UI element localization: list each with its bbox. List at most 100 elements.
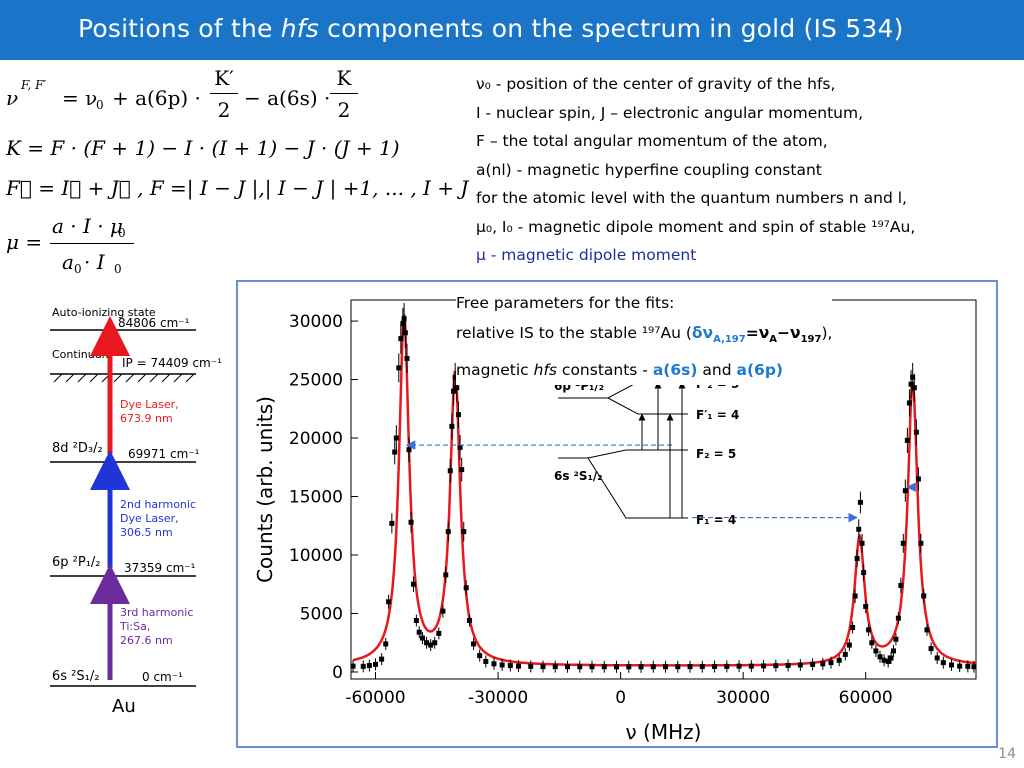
- data-point: [389, 520, 395, 526]
- fit-note-line3: magnetic hfs constants - a(6s) and a(6p): [456, 361, 784, 380]
- y-axis-label: Counts (arb. units): [253, 396, 277, 583]
- data-point: [445, 529, 451, 535]
- harmonic3-line2: Ti:Sa,: [119, 620, 150, 633]
- data-point: [440, 608, 446, 614]
- data-point: [828, 660, 834, 666]
- y-tick-label: 10000: [289, 546, 343, 566]
- data-point: [748, 663, 754, 669]
- title-text-post: components on the spectrum in gold (IS 5…: [319, 14, 904, 43]
- eq1-nu: ν: [6, 86, 19, 110]
- data-point: [650, 664, 656, 670]
- data-point: [918, 540, 924, 546]
- y-tick-label: 25000: [289, 371, 343, 391]
- data-point: [712, 663, 718, 669]
- data-point: [413, 618, 419, 624]
- auto-ionizing-energy: 84806 cm⁻¹: [118, 316, 190, 330]
- eq1-frac1-den: 2: [217, 98, 231, 122]
- data-point: [965, 663, 971, 669]
- continuum-label: Continuum: [52, 348, 112, 361]
- legend-line-quantum: for the atomic level with the quantum nu…: [476, 189, 907, 207]
- page-number: 14: [998, 746, 1016, 762]
- eq4-den-sub1: 0: [74, 262, 82, 276]
- data-point: [393, 435, 399, 441]
- data-point: [552, 664, 558, 670]
- level-6s-label: 6s ²S₁/₂: [52, 669, 99, 684]
- x-tick-label: -60000: [345, 688, 405, 708]
- data-point: [724, 663, 730, 669]
- data-point: [404, 355, 410, 361]
- data-point: [924, 627, 930, 633]
- data-point: [565, 664, 571, 670]
- x-tick-label: -30000: [468, 688, 528, 708]
- eq2-text: K = F · (F + 1) − I · (I + 1) − J · (J +…: [6, 136, 400, 160]
- data-point: [436, 630, 442, 636]
- harmonic3-line1: 3rd harmonic: [120, 606, 193, 619]
- data-point: [408, 519, 414, 525]
- data-point: [773, 663, 779, 669]
- data-point: [406, 447, 412, 453]
- data-point: [915, 476, 921, 482]
- level-8d-label: 8d ²D₃/₂: [52, 441, 103, 456]
- data-point: [957, 663, 963, 669]
- legend-line-mu0: μ₀, I₀ - magnetic dipole moment and spin…: [476, 217, 916, 236]
- legend-line-spin: I - nuclear spin, J – electronic angular…: [476, 103, 864, 122]
- y-tick-label: 20000: [289, 429, 343, 449]
- data-point: [392, 449, 398, 455]
- data-point: [797, 662, 803, 668]
- data-point: [888, 655, 894, 661]
- data-point: [416, 629, 422, 635]
- data-point: [400, 320, 406, 326]
- data-point: [869, 640, 875, 646]
- data-point: [736, 663, 742, 669]
- data-point: [906, 400, 912, 406]
- data-point: [507, 663, 513, 669]
- level-6p-energy: 37359 cm⁻¹: [124, 561, 196, 575]
- dye-laser-label: Dye Laser,: [120, 398, 179, 411]
- eq1-frac1-num: K′: [214, 66, 234, 90]
- eq4-den-sub2: 0: [114, 262, 122, 276]
- data-point: [411, 581, 416, 587]
- eq4-den: a: [62, 250, 74, 274]
- data-point: [910, 374, 916, 380]
- eq4-den-mid: · I: [84, 250, 105, 274]
- x-tick-label: 0: [615, 688, 626, 708]
- data-point: [904, 437, 910, 443]
- data-point: [454, 385, 460, 391]
- data-point: [820, 661, 826, 667]
- data-point: [499, 662, 505, 668]
- data-point: [515, 663, 521, 669]
- data-point: [386, 599, 392, 605]
- data-point: [419, 635, 425, 641]
- data-point: [402, 330, 408, 336]
- data-point: [459, 467, 465, 473]
- data-point: [366, 663, 372, 669]
- data-point: [928, 646, 934, 652]
- data-point: [852, 593, 858, 599]
- legend-line-f: F – the total angular momentum of the at…: [476, 132, 828, 150]
- x-tick-label: 30000: [716, 688, 770, 708]
- data-point: [424, 640, 430, 646]
- eq1-frac2-bar: [330, 93, 358, 94]
- y-tick-label: 15000: [289, 488, 343, 508]
- data-point: [663, 664, 669, 670]
- equation-k: K = F · (F + 1) − I · (I + 1) − J · (J +…: [6, 136, 400, 160]
- title-bar: Positions of the hfs components on the s…: [0, 0, 1024, 60]
- y-tick-label: 30000: [289, 312, 343, 332]
- data-point: [866, 627, 872, 633]
- dye-laser-wavelength: 673.9 nm: [120, 412, 173, 425]
- data-point: [577, 664, 583, 670]
- level-6s-energy: 0 cm⁻¹: [142, 670, 183, 684]
- data-point: [491, 661, 497, 667]
- data-point: [881, 657, 887, 663]
- data-point: [859, 540, 865, 546]
- data-point: [861, 570, 867, 576]
- eq1-eq: = ν: [62, 86, 98, 110]
- eq1-frac2-num: K: [336, 66, 352, 90]
- data-point: [890, 648, 896, 654]
- auto-ionizing-label: Auto-ionizing state: [52, 306, 156, 319]
- ip-label: IP = 74409 cm⁻¹: [122, 356, 222, 370]
- data-point: [626, 664, 632, 670]
- ionization-level-scheme: Auto-ionizing state 84806 cm⁻¹ Continuum…: [50, 306, 222, 717]
- data-point: [373, 661, 379, 667]
- data-point: [846, 642, 852, 648]
